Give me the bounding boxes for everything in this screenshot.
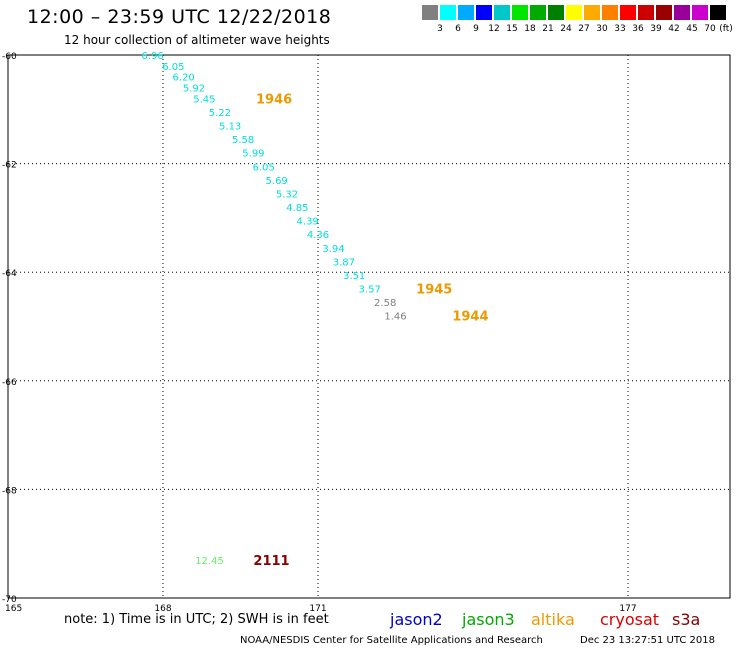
scale-swatch: [656, 5, 672, 20]
data-point-label: 5.22: [209, 108, 231, 119]
plot-frame: [7, 54, 731, 599]
data-point-label: 5.92: [183, 84, 205, 95]
satellite-jason3: jason3: [462, 610, 515, 629]
data-point-label: 3.94: [322, 244, 344, 255]
scale-label: 30: [596, 24, 608, 34]
scale-swatch: [620, 5, 636, 20]
data-point-label: 5.58: [232, 135, 254, 146]
y-tick-label: -62: [2, 161, 17, 171]
data-point-label: 5.99: [242, 149, 264, 160]
scale-swatch: [476, 5, 492, 20]
scale-label: 3: [437, 24, 443, 34]
y-tick-label: -64: [2, 269, 17, 279]
scale-label: 24: [560, 24, 572, 34]
data-point-label: 12.45: [195, 556, 224, 567]
scale-label: 33: [614, 24, 626, 34]
scale-swatch: [548, 5, 564, 20]
data-point-label: 3.51: [343, 271, 365, 282]
satellite-s3a: s3a: [672, 610, 701, 629]
data-point-label: 6.96: [142, 51, 164, 62]
scale-label: 45: [686, 24, 698, 34]
scale-swatch: [710, 5, 726, 20]
x-tick-label: 171: [309, 604, 326, 614]
scale-label: 42: [668, 24, 680, 34]
scale-swatch: [422, 5, 438, 20]
footer-note: note: 1) Time is in UTC; 2) SWH is in fe…: [64, 612, 329, 627]
scale-label: 12: [488, 24, 500, 34]
x-tick-label: 168: [154, 604, 171, 614]
scale-swatch: [440, 5, 456, 20]
data-point-label: 1.46: [384, 312, 406, 323]
time-annotation: 2111: [253, 554, 289, 569]
scale-label: 6: [455, 24, 461, 34]
y-tick-label: -68: [2, 486, 17, 496]
scale-swatch: [494, 5, 510, 20]
y-tick-label: -60: [2, 52, 17, 62]
data-point-label: 6.05: [162, 62, 184, 73]
scale-swatch: [458, 5, 474, 20]
data-point-label: 5.69: [266, 176, 288, 187]
scale-swatch: [674, 5, 690, 20]
data-point-label: 4.85: [286, 203, 308, 214]
scale-label: 9: [473, 24, 479, 34]
data-point-label: 4.36: [307, 230, 329, 241]
scale-swatch: [530, 5, 546, 20]
satellite-altika: altika: [531, 610, 575, 629]
y-tick-label: -70: [2, 595, 17, 605]
scale-label: 36: [632, 24, 644, 34]
data-point-label: 3.87: [333, 257, 355, 268]
footer-date: Dec 23 13:27:51 UTC 2018: [580, 635, 715, 646]
x-tick-label: 165: [5, 604, 22, 614]
time-annotation: 1946: [256, 92, 292, 107]
data-point-label: 3.57: [359, 284, 381, 295]
time-annotation: 1944: [452, 310, 488, 325]
scale-unit: (ft): [719, 24, 733, 34]
data-point-label: 6.20: [173, 73, 195, 84]
scale-label: 18: [524, 24, 536, 34]
chart-subtitle: 12 hour collection of altimeter wave hei…: [64, 33, 330, 47]
scale-label: 21: [542, 24, 554, 34]
scale-label: 70: [704, 24, 716, 34]
data-point-label: 5.13: [219, 122, 241, 133]
data-point-label: 5.32: [276, 189, 298, 200]
chart-title: 12:00 – 23:59 UTC 12/22/2018: [27, 6, 332, 28]
scale-swatch: [692, 5, 708, 20]
data-point-label: 4.39: [297, 217, 319, 228]
x-tick-label: 177: [619, 604, 636, 614]
scale-swatch: [512, 5, 528, 20]
data-point-label: 5.45: [193, 94, 215, 105]
scale-label: 27: [578, 24, 590, 34]
footer-credit: NOAA/NESDIS Center for Satellite Applica…: [240, 635, 543, 646]
data-point-label: 2.58: [374, 298, 396, 309]
scale-swatch: [566, 5, 582, 20]
data-point-label: 6.05: [253, 162, 275, 173]
time-annotation: 1945: [416, 282, 452, 297]
scale-label: 15: [506, 24, 518, 34]
scale-label: 39: [650, 24, 662, 34]
satellite-jason2: jason2: [390, 610, 443, 629]
scale-swatch: [602, 5, 618, 20]
scale-swatch: [638, 5, 654, 20]
satellite-cryosat: cryosat: [600, 610, 660, 629]
scale-swatch: [584, 5, 600, 20]
y-tick-label: -66: [2, 378, 17, 388]
